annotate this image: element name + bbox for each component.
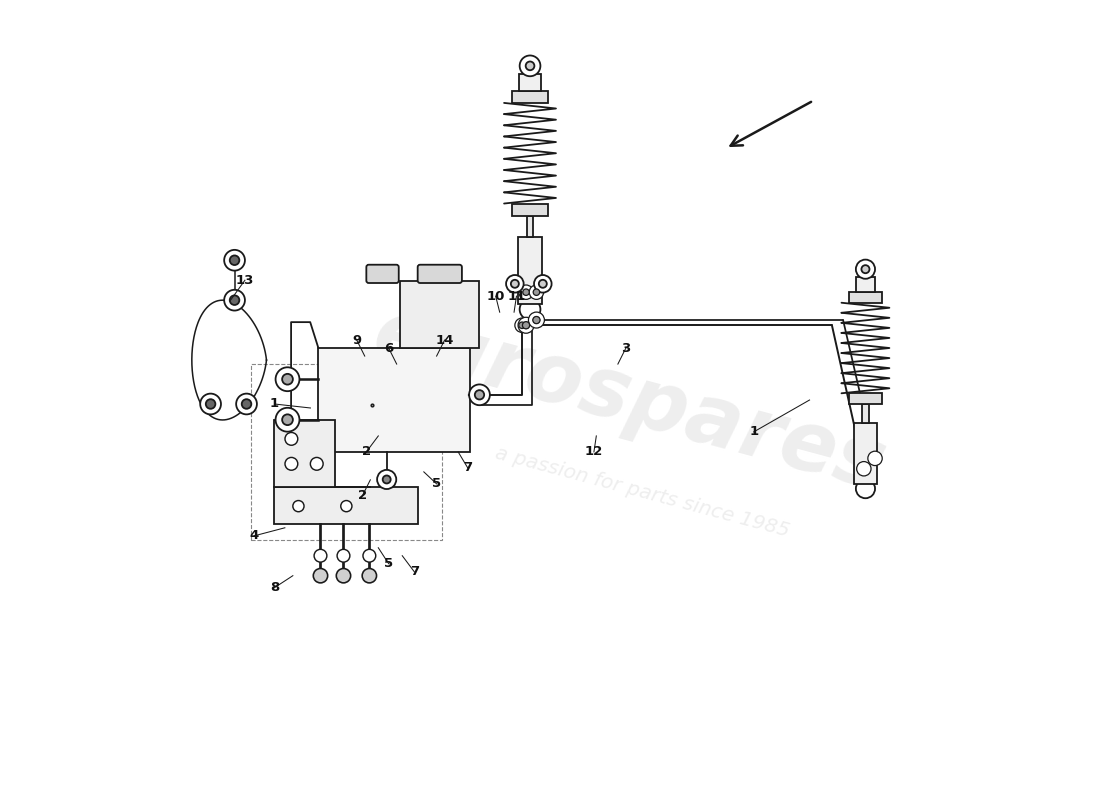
Text: 6: 6 — [384, 342, 394, 354]
Bar — [519, 74, 540, 91]
Bar — [512, 91, 548, 103]
Circle shape — [868, 451, 882, 466]
Text: 9: 9 — [352, 334, 361, 346]
Bar — [849, 394, 882, 404]
Circle shape — [518, 318, 534, 334]
Text: eurospares: eurospares — [365, 293, 895, 507]
Circle shape — [522, 322, 529, 329]
Circle shape — [206, 399, 216, 409]
Text: 1: 1 — [749, 426, 758, 438]
Text: 1: 1 — [270, 398, 279, 410]
Circle shape — [857, 462, 871, 476]
Circle shape — [362, 569, 376, 583]
Bar — [854, 423, 877, 484]
Circle shape — [539, 280, 547, 288]
Circle shape — [282, 414, 293, 425]
Circle shape — [861, 265, 869, 274]
Circle shape — [285, 433, 298, 446]
Circle shape — [230, 295, 240, 305]
Circle shape — [230, 255, 240, 265]
Text: 7: 7 — [409, 566, 419, 578]
Bar — [512, 203, 548, 215]
Circle shape — [534, 289, 540, 295]
Circle shape — [315, 550, 327, 562]
Text: 4: 4 — [250, 530, 260, 542]
Circle shape — [519, 285, 534, 299]
Text: 12: 12 — [585, 446, 603, 458]
Circle shape — [534, 275, 551, 293]
Circle shape — [528, 312, 544, 328]
Circle shape — [200, 394, 221, 414]
Text: a passion for parts since 1985: a passion for parts since 1985 — [493, 443, 791, 540]
Text: 11: 11 — [507, 290, 526, 302]
Bar — [318, 348, 470, 452]
Circle shape — [532, 317, 540, 324]
Circle shape — [363, 550, 376, 562]
Circle shape — [519, 318, 534, 333]
Circle shape — [383, 475, 390, 483]
Circle shape — [510, 280, 519, 288]
Text: 13: 13 — [235, 274, 254, 286]
Bar — [400, 281, 480, 348]
Text: 7: 7 — [463, 462, 472, 474]
Circle shape — [519, 55, 540, 76]
Circle shape — [377, 470, 396, 489]
Bar — [275, 420, 334, 487]
FancyBboxPatch shape — [418, 265, 462, 283]
Text: 3: 3 — [621, 342, 630, 354]
Circle shape — [236, 394, 257, 414]
Circle shape — [285, 458, 298, 470]
Circle shape — [506, 275, 524, 293]
Bar — [862, 404, 869, 423]
Bar — [275, 487, 418, 524]
Circle shape — [276, 408, 299, 432]
Bar — [251, 364, 442, 540]
Circle shape — [856, 260, 875, 278]
Circle shape — [529, 285, 543, 299]
Circle shape — [276, 367, 299, 391]
Text: 10: 10 — [486, 290, 505, 302]
Circle shape — [337, 569, 351, 583]
Text: 14: 14 — [436, 334, 454, 346]
Circle shape — [534, 317, 540, 323]
Bar — [527, 215, 534, 237]
Circle shape — [529, 313, 543, 327]
Circle shape — [469, 385, 490, 405]
Circle shape — [224, 250, 245, 270]
Text: 8: 8 — [270, 581, 279, 594]
Circle shape — [314, 569, 328, 583]
Circle shape — [293, 501, 304, 512]
Circle shape — [475, 390, 484, 399]
Circle shape — [856, 479, 875, 498]
Circle shape — [282, 374, 293, 385]
Circle shape — [522, 322, 529, 329]
Text: 5: 5 — [384, 558, 393, 570]
Circle shape — [242, 399, 251, 409]
Bar — [856, 277, 876, 292]
Bar — [849, 292, 882, 302]
Circle shape — [310, 458, 323, 470]
Circle shape — [519, 322, 526, 329]
Text: 2: 2 — [362, 446, 371, 458]
Circle shape — [526, 62, 535, 70]
Text: 5: 5 — [432, 478, 441, 490]
FancyBboxPatch shape — [366, 265, 398, 283]
Circle shape — [522, 289, 529, 295]
Circle shape — [341, 501, 352, 512]
Text: 2: 2 — [358, 490, 367, 502]
Circle shape — [337, 550, 350, 562]
Circle shape — [224, 290, 245, 310]
Circle shape — [515, 318, 529, 333]
Circle shape — [519, 299, 540, 320]
Bar — [518, 237, 542, 304]
